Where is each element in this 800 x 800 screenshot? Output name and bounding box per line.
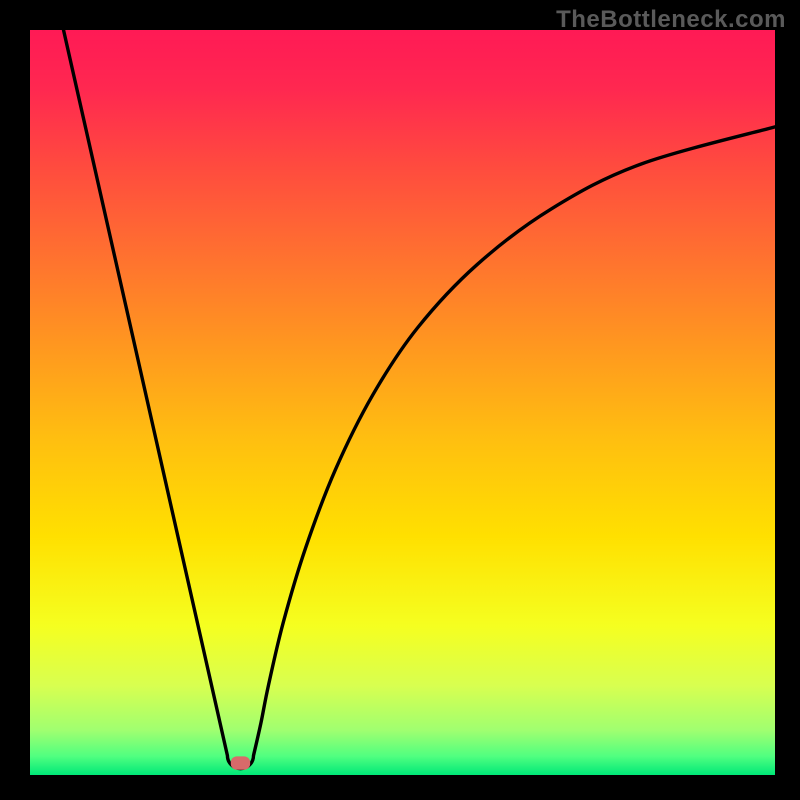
watermark-text: TheBottleneck.com [556, 6, 786, 34]
chart-container [0, 0, 800, 800]
gradient-background [30, 30, 775, 775]
attribution-text: TheBottleneck.com [0, 0, 137, 18]
plot-area [30, 30, 775, 775]
